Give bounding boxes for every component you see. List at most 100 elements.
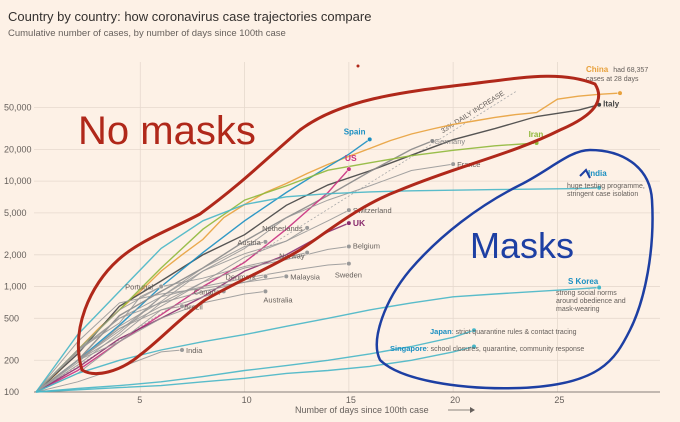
series-label-iran: Iran	[529, 130, 544, 139]
series-end-dot-japan	[596, 284, 602, 291]
grid	[34, 62, 660, 393]
singapore-annotation-text: Japan: strict quarantine rules & contact…	[430, 327, 577, 336]
series-label-spain: Spain	[344, 127, 366, 136]
x-tick-label: 10	[242, 395, 252, 405]
china-note-1: had 68,357	[613, 67, 648, 74]
series-label-australia: Australia	[263, 295, 293, 304]
series-label-belgium: Belgium	[353, 241, 380, 250]
s-korea-label: India	[588, 169, 607, 178]
series-label-malaysia: Malaysia	[290, 272, 320, 281]
series-end-dot-spain	[367, 136, 373, 142]
series-line-japan	[35, 286, 600, 393]
series-end-dot-malaysia	[283, 273, 289, 279]
x-tick-label: 15	[346, 395, 356, 405]
y-tick-label: 500	[4, 313, 19, 323]
series-end-dot-belgium	[346, 243, 352, 250]
series-label-portugal: Portugal	[125, 283, 153, 292]
hong-kong-note: : school closures, quarantine, community…	[427, 346, 585, 353]
series-label-denmark: Denmark	[225, 272, 256, 281]
series-label-india: India	[186, 346, 203, 355]
series-line-italy	[35, 104, 600, 393]
y-tick-label: 100	[4, 387, 19, 397]
y-tick-label: 10,000	[4, 176, 32, 186]
series-line-portugal	[35, 286, 162, 393]
chart-title: Country by country: how coronavirus case…	[8, 9, 372, 24]
series-line-hong-kong	[35, 345, 475, 393]
series-end-dot-denmark	[262, 273, 269, 279]
series-end-dot-india	[179, 347, 185, 353]
stray-dot	[356, 64, 360, 68]
series-label-brazil: Brazil	[184, 302, 203, 311]
series-label-austria: Austria	[237, 238, 261, 247]
series-end-dot-china	[617, 90, 623, 96]
series-label-germany: Germany	[434, 137, 465, 146]
y-tick-label: 20,000	[4, 144, 32, 154]
japan-annotation: S Korea strong social norms around obedi…	[556, 277, 626, 313]
series-line-germany	[35, 140, 433, 393]
series-end-dot-france	[450, 161, 456, 167]
singapore-label: Japan	[430, 327, 452, 336]
no-masks-outline	[77, 74, 601, 375]
japan-label: S Korea	[568, 277, 599, 286]
masks-outline	[375, 148, 654, 390]
series-line-france	[35, 163, 454, 393]
s-korea-note-1: huge testing programme,	[567, 183, 645, 190]
y-tick-label: 200	[4, 355, 19, 365]
series-label-italy: Italy	[603, 100, 620, 109]
series-end-dot-portugal	[158, 283, 164, 290]
x-axis-arrow-icon	[470, 407, 475, 413]
x-tick-label: 25	[554, 395, 564, 405]
series-line-belgium	[35, 246, 349, 393]
series-line-spain	[35, 138, 371, 393]
x-tick-label: 5	[137, 395, 142, 405]
china-note-2: cases at 28 days	[586, 76, 639, 83]
chart-subtitle: Cumulative number of cases, by number of…	[8, 28, 286, 39]
japan-note-1: strong social norms	[556, 290, 617, 297]
series-label-canada: Canada	[194, 287, 221, 296]
hong-kong-label: Singapore	[390, 344, 427, 353]
series-line-brazil	[35, 305, 183, 393]
hong-kong-annotation-text: Singapore: school closures, quarantine, …	[390, 344, 584, 353]
no-masks-label: No masks	[78, 109, 256, 153]
series-label-us: US	[345, 153, 357, 163]
japan-note-2: around obedience and	[556, 298, 626, 305]
x-tick-label: 20	[450, 395, 460, 405]
series-line-s-korea	[35, 187, 600, 393]
series-label-switzerland: Switzerland	[353, 206, 392, 215]
series-end-dot-austria	[262, 239, 269, 245]
series-label-uk: UK	[353, 218, 366, 228]
s-korea-annotation: India huge testing programme, stringent …	[567, 169, 645, 198]
series-end-dot-sweden	[346, 261, 352, 267]
china-label: China	[586, 65, 609, 74]
series-end-dot-norway	[304, 249, 310, 256]
series-end-dot-uk	[346, 220, 352, 226]
series-end-dot-us	[346, 166, 352, 172]
series-line-norway	[35, 252, 308, 393]
y-tick-label: 1,000	[4, 282, 27, 292]
series-end-dot-s-korea	[596, 185, 602, 191]
series-end-dot-germany	[429, 138, 435, 144]
x-axis-label: Number of days since 100th case	[295, 405, 429, 415]
series-line-austria	[35, 241, 266, 393]
hong-kong-annotation: Singapore: school closures, quarantine, …	[390, 344, 584, 353]
singapore-annotation: Japan: strict quarantine rules & contact…	[430, 327, 577, 336]
masks-arrow-icon	[579, 168, 591, 179]
series-end-dot-netherlands	[304, 225, 310, 231]
series-end-dot-australia	[262, 288, 269, 294]
japan-note-3: mask-wearing	[556, 306, 600, 313]
s-korea-note-2: stringent case isolation	[567, 191, 638, 198]
series-end-dot-hong-kong	[471, 343, 477, 350]
china-annotation-text: China had 68,357	[586, 65, 648, 74]
singapore-note: : strict quarantine rules & contact trac…	[452, 329, 577, 336]
y-tick-label: 2,000	[4, 250, 27, 260]
masks-label: Masks	[470, 225, 574, 266]
axis-ticks: 100 200 500 1,000 2,000 5,000 10,000 20,000 50,0…	[4, 102, 564, 405]
series-line-singapore	[35, 329, 475, 393]
series-end-dot-singapore	[471, 327, 477, 333]
series-label-sweden: Sweden	[335, 271, 362, 280]
series-line-sweden	[35, 263, 349, 393]
y-tick-label: 50,000	[4, 102, 32, 112]
series-end-dot-switzerland	[346, 207, 352, 213]
series-end-dot-brazil	[179, 303, 185, 309]
